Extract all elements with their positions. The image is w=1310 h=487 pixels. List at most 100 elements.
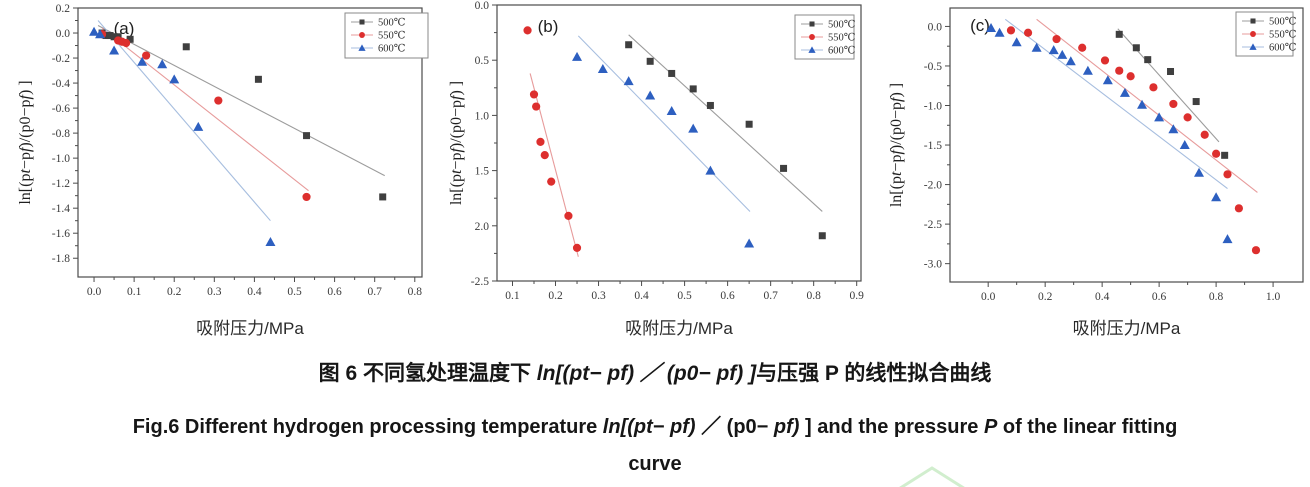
legend-marker-square-icon — [359, 19, 365, 25]
caption-text-segment: 与压强 P 的线性拟合曲线 — [756, 362, 992, 385]
panel-c: 0.0 0.2 0.4 0.6 0.8 1.0 0.0 -0.5 -1.0 -1.5 -2.0 -2.… — [874, 0, 1310, 357]
data-point-600c — [1031, 42, 1042, 52]
data-point-600c — [1065, 56, 1076, 66]
y-tick-label: -2.5 — [924, 219, 942, 231]
data-point-600c — [1119, 87, 1130, 97]
data-point-600c — [623, 76, 634, 86]
x-tick-label: 0.9 — [850, 290, 865, 302]
data-point-500c — [1132, 44, 1140, 52]
legend-marker-circle-icon — [809, 34, 815, 40]
data-point-550c — [214, 96, 223, 105]
data-point-600c — [705, 165, 716, 175]
legend-label: 550℃ — [1269, 30, 1297, 41]
data-point-550c — [1223, 170, 1232, 179]
caption-text-segment: of the linear fitting — [997, 416, 1178, 438]
data-point-500c — [106, 32, 114, 40]
data-point-550c — [1006, 26, 1016, 35]
y-tick-label: -0.5 — [924, 61, 942, 73]
data-point-600c — [666, 105, 677, 115]
data-point-600c — [1222, 234, 1233, 244]
data-point-600c — [1011, 37, 1022, 47]
x-tick-label: 0.4 — [247, 286, 262, 298]
data-point-500c — [706, 101, 714, 109]
data-point-600c — [1211, 192, 1222, 202]
caption-formula-segment: P — [983, 416, 998, 438]
fit-line-600c — [577, 35, 751, 212]
data-point-550c — [532, 102, 541, 111]
legend-marker-square-icon — [1250, 18, 1256, 24]
data-point-550c — [1200, 130, 1209, 139]
data-point-550c — [1100, 56, 1110, 65]
data-point-500c — [818, 232, 826, 240]
y-tick-label: 2.0 — [475, 221, 490, 233]
fit-line-600c — [1004, 18, 1228, 189]
data-point-500c — [303, 132, 311, 140]
x-tick-label: 0.1 — [505, 290, 520, 302]
y-tick-label: -3.0 — [924, 259, 942, 271]
data-point-600c — [597, 64, 608, 74]
x-tick-label: 0.3 — [591, 290, 606, 302]
fit-line-500c — [97, 25, 385, 177]
data-point-550c — [572, 243, 582, 252]
data-point-550c — [302, 192, 311, 202]
caption-formula-segment: ln[(pt− pf) ／ (p0− pf) ] — [536, 362, 757, 385]
y-axis-label: ln[(pt−pf)/(p0−pf) ] — [17, 80, 34, 204]
data-point-600c — [1154, 112, 1165, 122]
data-point-550c — [1251, 246, 1261, 255]
data-point-600c — [1194, 167, 1205, 177]
data-point-550c — [1078, 43, 1087, 52]
x-tick-label: 0.8 — [1209, 291, 1224, 303]
y-tick-label: 0.5 — [475, 55, 490, 67]
chart-b: 0.1 0.2 0.3 0.4 0.5 0.6 0.7 0.8 0.9 0.0 0.5 1.0 1.5 2… — [448, 0, 865, 338]
data-point-550c — [1212, 149, 1221, 158]
x-tick-label: 0.6 — [1152, 291, 1167, 303]
x-tick-label: 0.8 — [806, 290, 821, 302]
data-point-600c — [1137, 99, 1148, 109]
y-tick-label: -1.5 — [924, 140, 942, 152]
data-point-500c — [1221, 151, 1229, 159]
data-point-550c — [142, 51, 151, 60]
y-tick-label: 1.0 — [475, 110, 490, 122]
data-point-600c — [744, 238, 755, 248]
x-tick-label: 0.3 — [207, 286, 222, 298]
chart-c: 0.0 0.2 0.4 0.6 0.8 1.0 0.0 -0.5 -1.0 -1.5 -2.0 -2.… — [888, 7, 1304, 338]
x-tick-label: 0.2 — [1038, 291, 1053, 303]
x-tick-label: 0.6 — [327, 286, 342, 298]
x-tick-label: 0.0 — [87, 286, 102, 298]
x-tick-label: 0.6 — [720, 290, 735, 302]
y-tick-label: -0.6 — [52, 103, 70, 115]
x-tick-label: 0.7 — [368, 286, 383, 298]
data-point-550c — [523, 26, 532, 35]
caption-chinese: 图 6 不同氢处理温度下 ln[(pt− pf) ／ (p0− pf) ]与压强… — [0, 357, 1310, 387]
legend-label: 500℃ — [1269, 17, 1297, 28]
data-point-600c — [1057, 49, 1068, 59]
data-point-500c — [668, 69, 676, 77]
data-point-550c — [1115, 66, 1124, 75]
y-tick-label: -0.2 — [52, 53, 70, 65]
x-tick-label: 0.2 — [548, 290, 563, 302]
data-point-550c — [1149, 83, 1158, 92]
data-point-500c — [625, 41, 633, 49]
data-point-550c — [540, 151, 549, 160]
legend-label: 600℃ — [378, 44, 406, 55]
data-point-600c — [137, 56, 148, 66]
data-point-600c — [986, 23, 997, 33]
x-tick-label: 0.7 — [763, 290, 778, 302]
x-tick-label: 1.0 — [1266, 291, 1281, 303]
y-tick-label: 0.0 — [475, 0, 490, 12]
data-point-600c — [645, 90, 656, 100]
x-tick-label: 0.4 — [1095, 291, 1110, 303]
data-point-600c — [994, 27, 1005, 37]
x-tick-label: 0.0 — [981, 291, 996, 303]
chart-a: 0.0 0.1 0.2 0.3 0.4 0.5 0.6 0.7 0.8 0.2 0.0 -0.2 -0.… — [17, 3, 429, 338]
data-point-600c — [1048, 45, 1059, 55]
legend-label: 550℃ — [828, 33, 856, 44]
data-point-500c — [745, 120, 753, 128]
panel-b: 0.1 0.2 0.3 0.4 0.5 0.6 0.7 0.8 0.9 0.0 0.5 1.0 1.5 2… — [436, 0, 874, 357]
x-tick-label: 0.5 — [287, 286, 302, 298]
y-tick-label: -1.4 — [52, 203, 70, 215]
watermark-chevron — [899, 466, 965, 487]
fit-line-550c — [101, 27, 309, 192]
data-point-600c — [265, 236, 276, 246]
